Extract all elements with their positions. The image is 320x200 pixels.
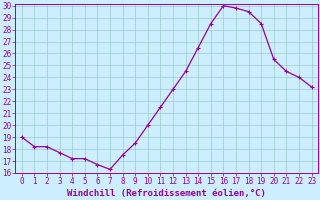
X-axis label: Windchill (Refroidissement éolien,°C): Windchill (Refroidissement éolien,°C) (67, 189, 266, 198)
